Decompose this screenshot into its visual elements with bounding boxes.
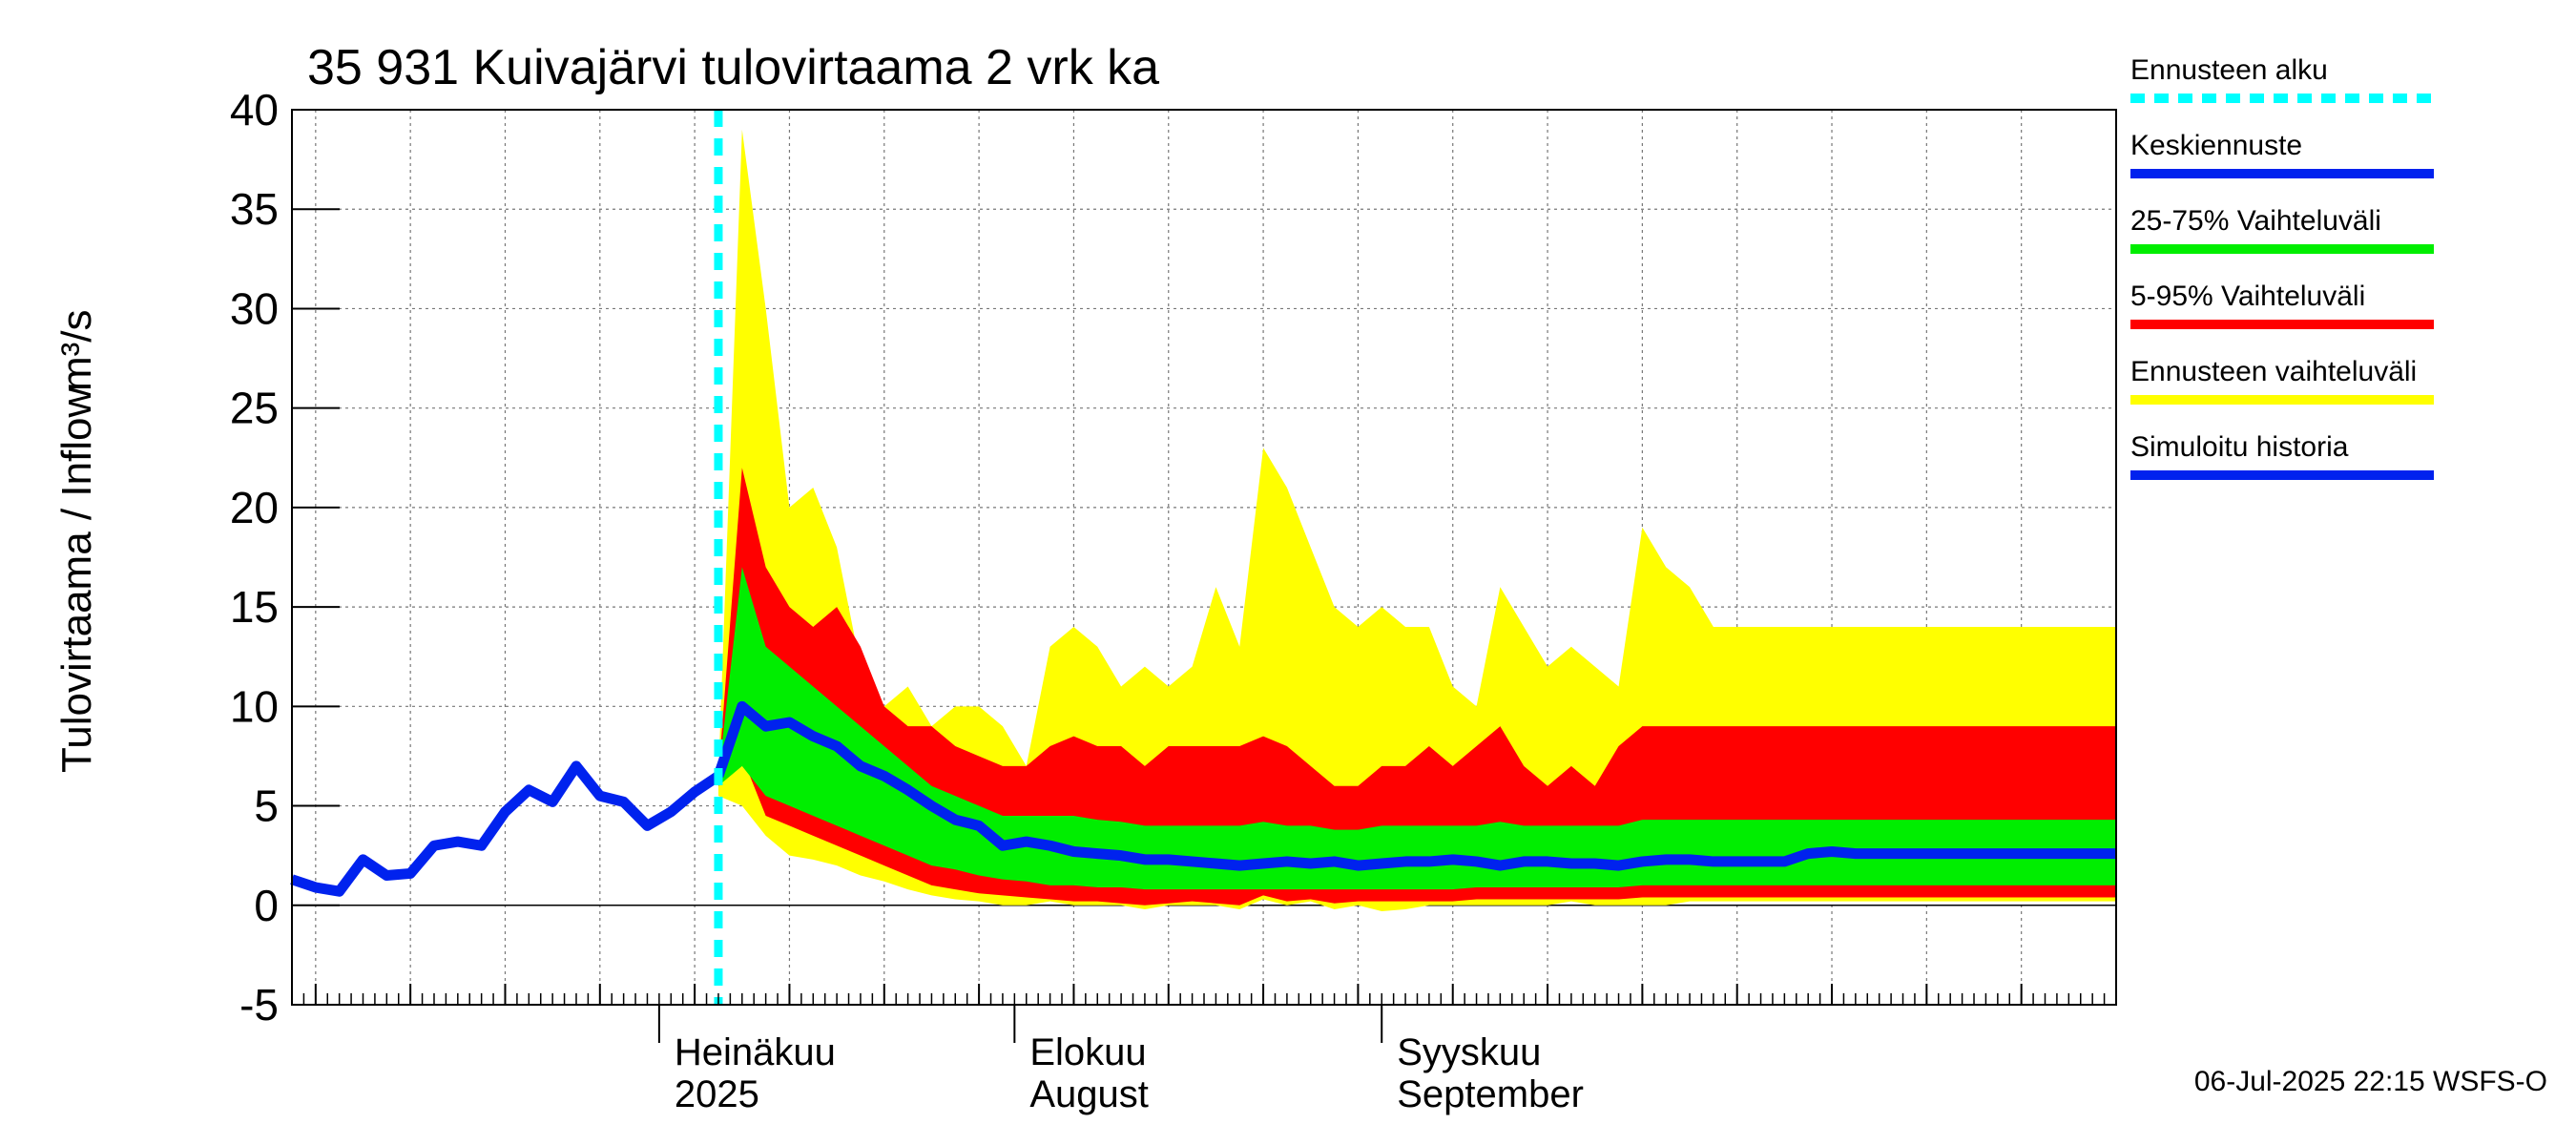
month-label: Elokuu (1029, 1031, 1146, 1073)
y-tick-label: 10 (230, 681, 279, 731)
month-label: Heinäkuu (675, 1031, 836, 1073)
y-tick-label: 15 (230, 582, 279, 632)
y-axis-unit: m³/s (53, 309, 100, 391)
legend-label-history: Simuloitu historia (2130, 431, 2349, 463)
range-band (717, 129, 2116, 912)
plot-area (290, 109, 2117, 1006)
y-tick-label: 30 (230, 283, 279, 333)
y-tick-label: -5 (239, 980, 279, 1030)
legend-label-p5_95: 5-95% Vaihteluväli (2130, 281, 2365, 312)
y-tick-label: 40 (230, 85, 279, 135)
y-tick-label: 25 (230, 384, 279, 433)
median-line (713, 700, 2116, 871)
legend: Ennusteen alku Keskiennuste 25-75% Vaihtel… (2130, 54, 2434, 480)
chart-title: 35 931 Kuivajärvi tulovirtaama 2 vrk ka (307, 40, 1159, 95)
month-label: Syyskuu (1397, 1031, 1541, 1073)
p5_95-band (717, 468, 2116, 906)
legend-label-forecast_start: Ennusteen alku (2130, 54, 2328, 86)
month-label-sub: August (1029, 1073, 1149, 1115)
legend-label-p25_75: 25-75% Vaihteluväli (2130, 205, 2381, 237)
y-tick-label: 5 (254, 781, 279, 831)
y-axis-label: Tulovirtaama / Inflow (53, 386, 100, 773)
footer-timestamp: 06-Jul-2025 22:15 WSFS-O (2194, 1066, 2547, 1097)
y-tick-label: 0 (254, 881, 279, 930)
y-axis: -5 0 5 10 15 20 25 30 35 40 (230, 85, 340, 1030)
history-line (290, 760, 722, 897)
legend-label-range: Ennusteen vaihteluväli (2130, 356, 2417, 387)
y-tick-label: 35 (230, 184, 279, 234)
legend-label-median: Keskiennuste (2130, 130, 2302, 161)
y-tick-label: 20 (230, 483, 279, 532)
month-label-sub: September (1397, 1073, 1584, 1115)
month-label-sub: 2025 (675, 1073, 759, 1115)
